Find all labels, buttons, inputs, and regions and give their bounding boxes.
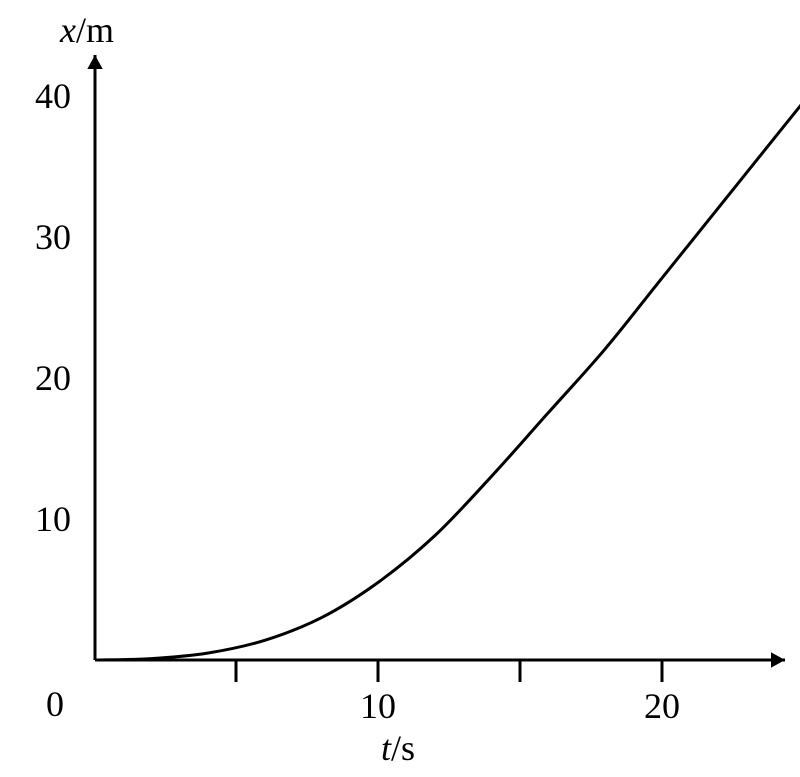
y-tick-label: 30	[35, 217, 71, 257]
y-axis-label: x/m	[59, 10, 114, 50]
y-tick-label: 40	[35, 76, 71, 116]
position-time-chart: 10 20 10 20 30 40 0 x/m t/s	[0, 0, 800, 777]
y-tick-label: 10	[35, 499, 71, 539]
x-axis-label: t/s	[381, 728, 415, 768]
y-tick-label: 20	[35, 358, 71, 398]
origin-label: 0	[46, 684, 64, 724]
x-tick-label: 20	[644, 686, 680, 726]
x-tick-label: 10	[360, 686, 396, 726]
